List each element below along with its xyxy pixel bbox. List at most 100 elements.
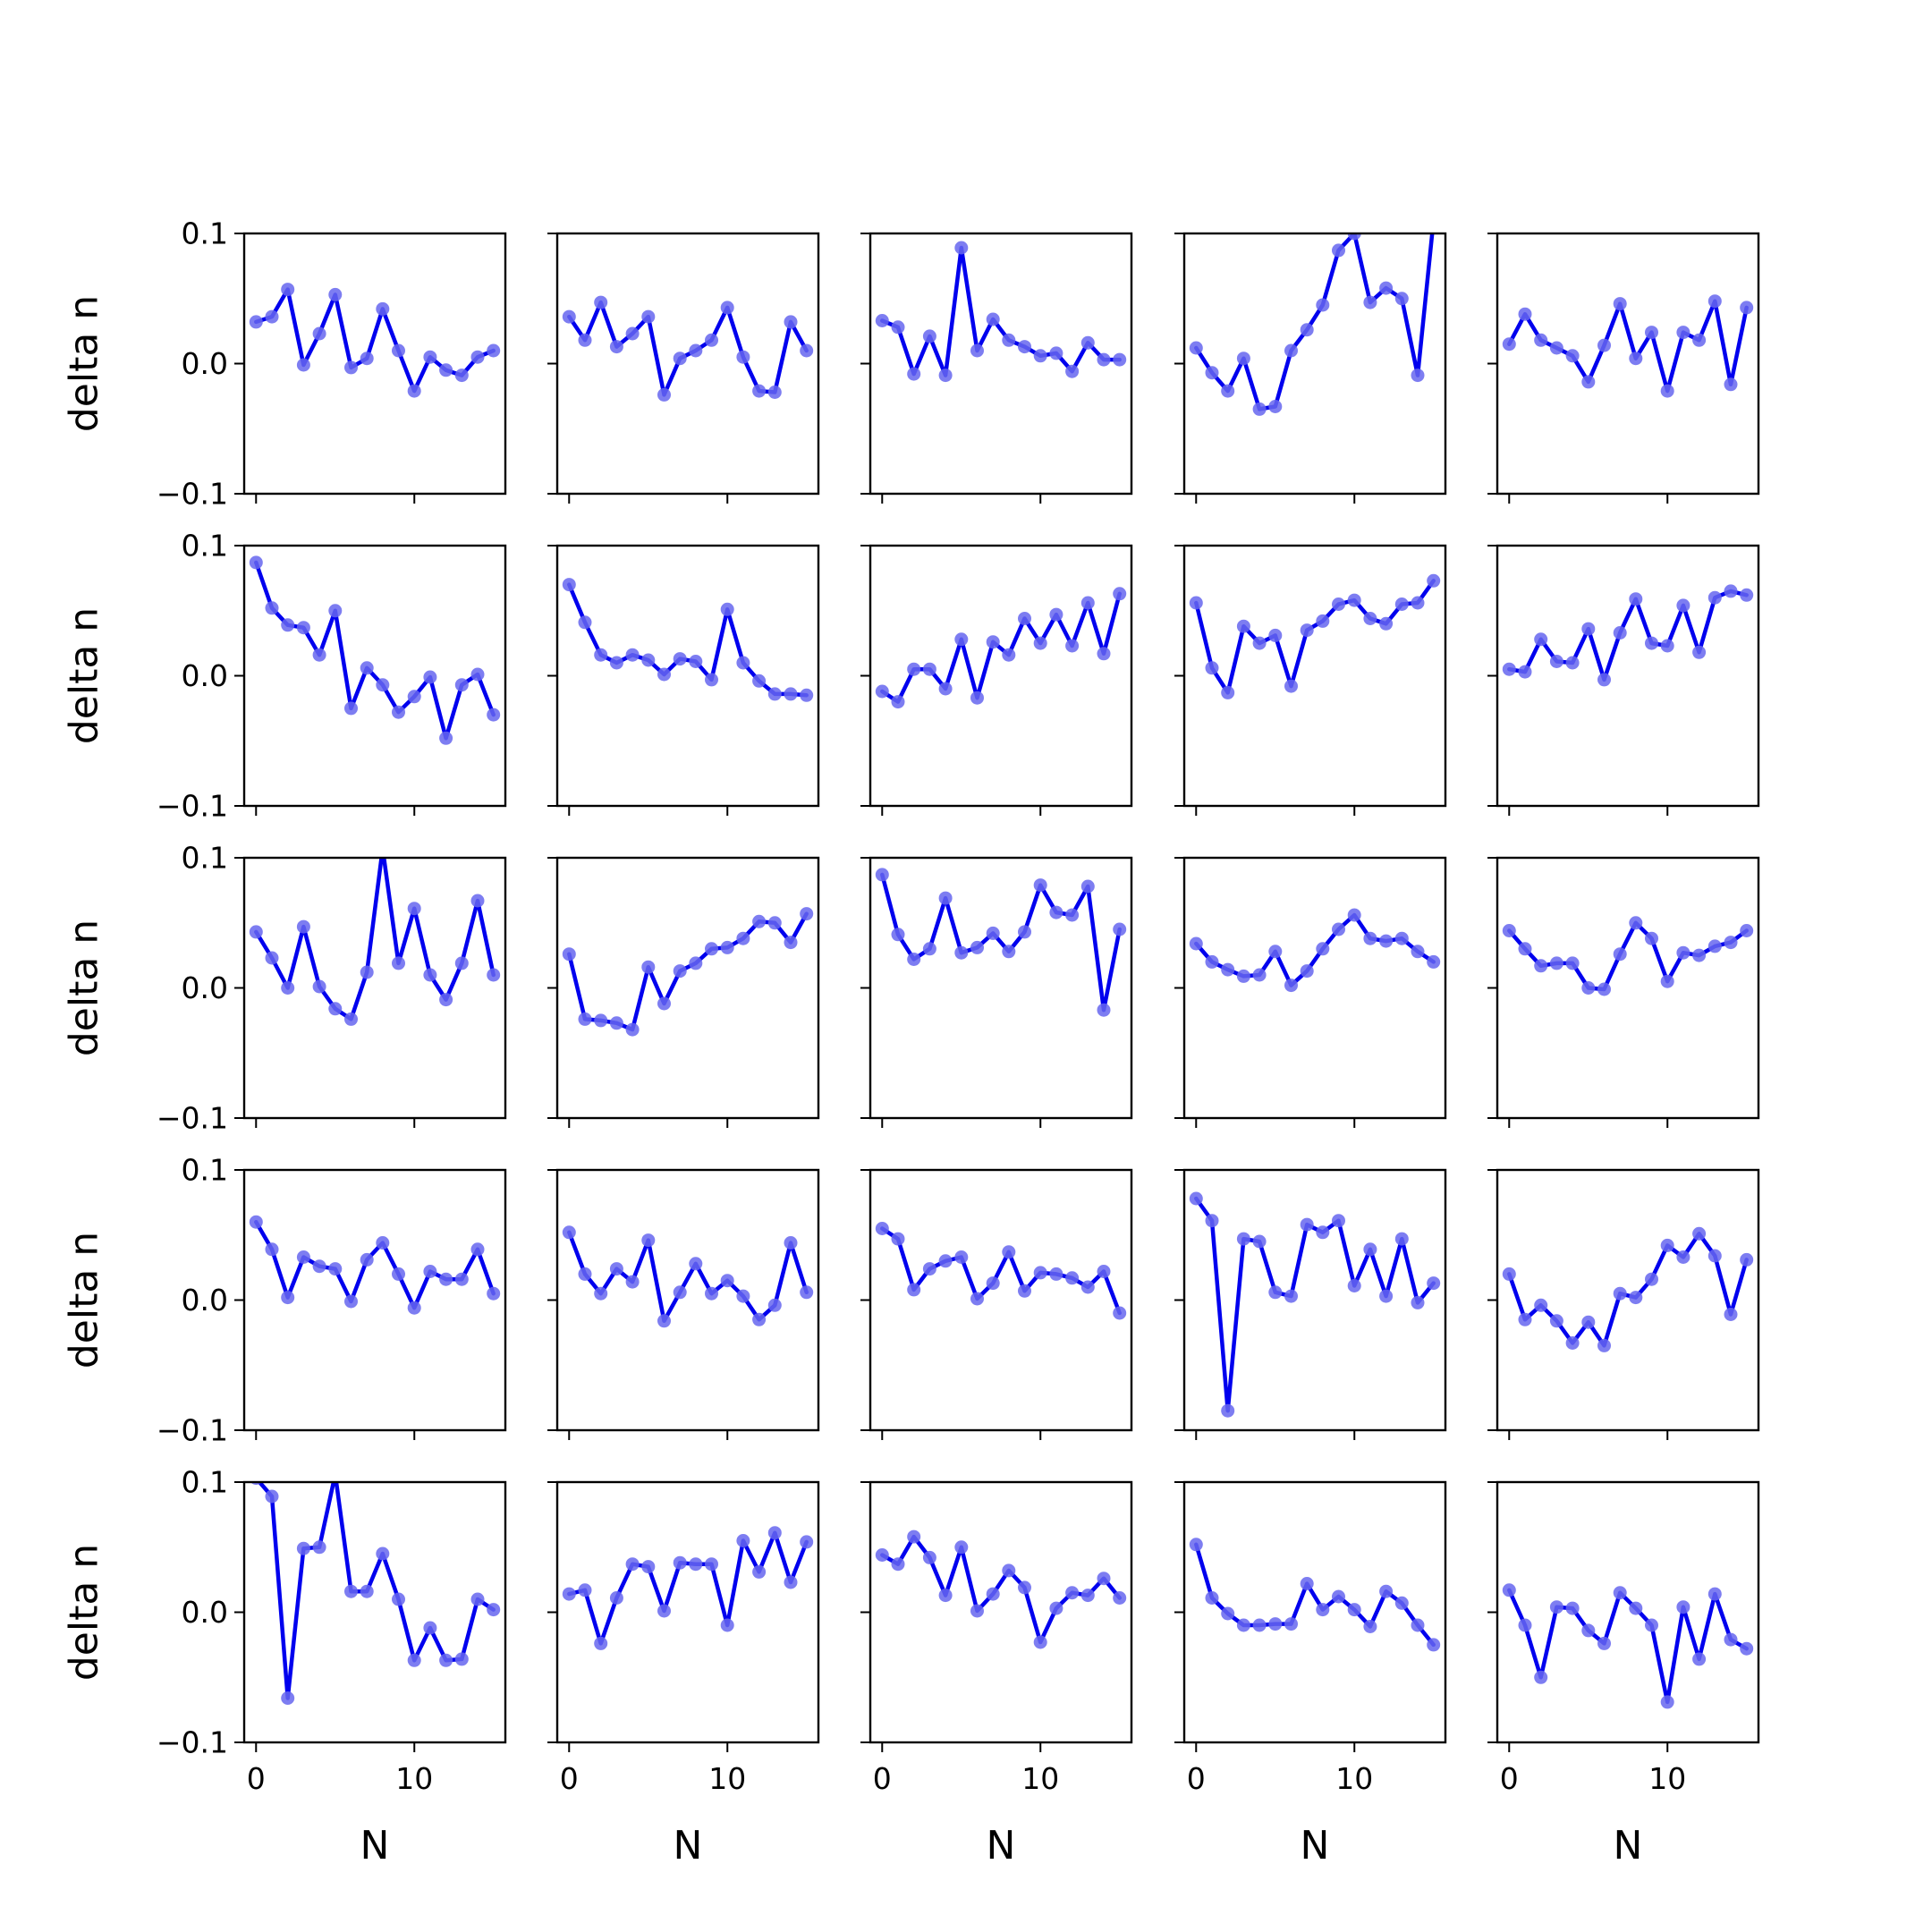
data-point xyxy=(1581,1315,1596,1329)
data-point xyxy=(1549,1314,1563,1328)
panel-series xyxy=(1189,1538,1441,1652)
data-point xyxy=(938,1254,953,1268)
data-point xyxy=(1205,1591,1219,1605)
data-point xyxy=(1065,1586,1080,1600)
panel-r4-c3: 0 10N xyxy=(1174,1480,1447,1868)
y-tick-label: 0.0 xyxy=(182,658,228,693)
data-point xyxy=(625,1022,640,1037)
series-line xyxy=(254,1219,496,1310)
data-point xyxy=(891,695,905,709)
data-point xyxy=(439,993,453,1007)
x-axis-label: N xyxy=(987,1823,1016,1868)
data-point xyxy=(487,343,501,358)
panel-r1-c1 xyxy=(547,544,820,816)
data-point xyxy=(938,1589,953,1603)
data-point xyxy=(1379,1289,1394,1303)
data-point xyxy=(891,1232,905,1246)
data-point xyxy=(1080,335,1095,350)
panel-r3-c1 xyxy=(547,1168,820,1440)
data-point xyxy=(641,653,656,667)
data-point xyxy=(1565,1336,1580,1350)
data-point xyxy=(1379,1584,1394,1598)
data-point xyxy=(487,1286,501,1301)
data-point xyxy=(736,656,750,670)
data-point xyxy=(907,662,921,676)
data-point xyxy=(1300,623,1314,638)
x-tick-label: 0 xyxy=(247,1761,266,1796)
panel-series xyxy=(1189,1191,1441,1418)
data-point xyxy=(1221,384,1235,398)
y-tick-label: −0.1 xyxy=(157,789,228,824)
data-point xyxy=(344,360,358,375)
data-point xyxy=(392,1592,405,1606)
data-point xyxy=(1724,1308,1738,1321)
series-line xyxy=(880,591,1122,704)
data-point xyxy=(1252,1234,1267,1249)
data-point xyxy=(673,1555,687,1570)
y-tick-label: −0.1 xyxy=(157,1725,228,1760)
data-point xyxy=(1049,346,1063,360)
data-point xyxy=(1660,1695,1674,1709)
data-point xyxy=(1645,636,1658,650)
data-point xyxy=(328,1002,343,1016)
data-point xyxy=(1002,1563,1016,1578)
data-point xyxy=(1284,1617,1298,1631)
data-point xyxy=(344,1012,358,1026)
data-point xyxy=(360,661,374,675)
data-point xyxy=(423,670,437,684)
data-point xyxy=(1284,343,1298,358)
series-line xyxy=(1194,233,1435,411)
data-point xyxy=(578,615,592,630)
data-point xyxy=(705,333,718,347)
x-tick-label: 10 xyxy=(395,1761,433,1796)
data-point xyxy=(1347,593,1361,607)
data-point xyxy=(1629,352,1643,366)
data-point xyxy=(752,914,767,928)
data-point xyxy=(689,655,703,668)
data-point xyxy=(454,956,469,970)
data-point xyxy=(1002,1245,1016,1259)
data-point xyxy=(1613,1586,1627,1600)
panel-series xyxy=(875,241,1127,383)
data-point xyxy=(625,648,640,662)
data-point xyxy=(767,687,782,701)
data-point xyxy=(641,1233,656,1248)
data-point xyxy=(1300,964,1314,979)
panel-grid: −0.1 0.0 0.1 delta n −0.1 0.0 0.1 delta n −0.1 0.… xyxy=(62,216,1760,1868)
data-point xyxy=(392,956,405,970)
series-line xyxy=(567,300,809,397)
data-point xyxy=(938,369,953,383)
data-point xyxy=(1394,1232,1409,1246)
y-tick-label: 0.1 xyxy=(182,216,228,251)
data-point xyxy=(1502,662,1516,676)
data-point xyxy=(1284,679,1298,693)
data-point xyxy=(360,1584,374,1598)
data-point xyxy=(1534,333,1548,347)
data-point xyxy=(1002,333,1016,347)
data-point xyxy=(1427,573,1441,588)
data-point xyxy=(1565,1601,1580,1615)
data-point xyxy=(1080,1280,1095,1294)
data-point xyxy=(1379,616,1394,631)
data-point xyxy=(1316,1225,1330,1240)
data-point xyxy=(922,942,936,956)
y-tick-label: 0.1 xyxy=(182,841,228,876)
data-point xyxy=(1549,956,1563,970)
data-point xyxy=(1740,588,1754,602)
data-point xyxy=(1629,592,1643,606)
data-point xyxy=(1332,243,1345,258)
panel-r2-c3 xyxy=(1174,856,1447,1128)
data-point xyxy=(720,1618,734,1632)
data-point xyxy=(1427,1638,1441,1652)
data-point xyxy=(1707,1249,1722,1263)
y-tick-label: −0.1 xyxy=(157,1101,228,1136)
data-point xyxy=(407,690,421,704)
data-point xyxy=(376,678,390,692)
data-point xyxy=(594,295,608,309)
data-point xyxy=(986,312,1000,326)
data-point xyxy=(312,1540,326,1555)
data-point xyxy=(1740,1252,1754,1267)
data-point xyxy=(1268,400,1283,413)
series-line xyxy=(567,582,809,698)
panel-r3-c2 xyxy=(860,1168,1133,1440)
